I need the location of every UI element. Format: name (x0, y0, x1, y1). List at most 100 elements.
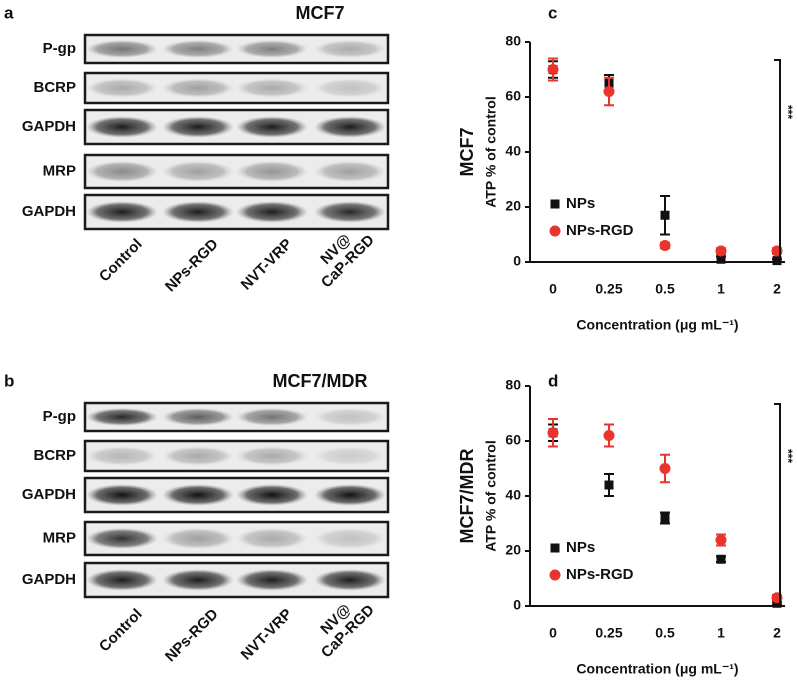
blot-row-label: MRP (43, 529, 76, 546)
blot-title: MCF7/MDR (273, 371, 368, 391)
blot-band (314, 201, 386, 223)
x-tick-label: 0.25 (595, 281, 622, 297)
blot-band (86, 116, 158, 138)
x-tick-label: 1 (717, 281, 725, 297)
x-tick-label: 2 (773, 625, 781, 641)
blot-band (314, 116, 386, 138)
y-tick-label: 20 (505, 542, 521, 558)
blot-band (236, 160, 308, 183)
legend-label: NPs-RGD (566, 566, 634, 583)
point (547, 64, 559, 75)
blot-band (236, 40, 308, 58)
blot-band (236, 569, 308, 591)
point (604, 480, 614, 490)
point (716, 554, 726, 564)
blot-row-label: GAPDH (22, 486, 76, 503)
significance-label: *** (781, 449, 795, 463)
blot-row-label: GAPDH (22, 203, 76, 220)
blot-band (236, 408, 308, 426)
blot-band (86, 527, 158, 550)
blot-row-label: BCRP (33, 79, 76, 96)
point (659, 463, 671, 474)
panel-label: b (4, 371, 14, 390)
blot-band (162, 484, 234, 506)
blot-band (236, 201, 308, 223)
blot-title: MCF7 (296, 3, 345, 23)
blot-band (314, 527, 386, 550)
blot-band (314, 408, 386, 426)
significance-bracket (774, 403, 781, 607)
x-tick-label: 0.25 (595, 625, 622, 641)
x-axis-label: Concentration (μg mL⁻¹) (576, 661, 738, 677)
y-tick-label: 20 (505, 198, 521, 214)
point (716, 254, 726, 264)
y-tick-label: 80 (505, 377, 521, 393)
y-tick-label: 60 (505, 88, 521, 104)
lane-label-text: Control (96, 606, 146, 656)
blot-band (162, 446, 234, 466)
y-tick-label: 0 (513, 253, 521, 269)
lane-label-text: NPs-RGD (162, 606, 222, 666)
blot-band (86, 201, 158, 223)
lane-label-text: NVT-VRP (238, 606, 296, 664)
point (603, 430, 615, 441)
legend-swatch (550, 199, 560, 209)
lane-label-text: NPs-RGD (162, 236, 222, 296)
y-tick-label: 60 (505, 432, 521, 448)
blot-band (314, 484, 386, 506)
blot-band (86, 446, 158, 466)
point (772, 256, 782, 266)
y-tick-label: 80 (505, 33, 521, 49)
legend-swatch (550, 543, 560, 553)
side-label: MCF7/MDR (457, 449, 477, 544)
lane-label: Control (96, 606, 146, 656)
blot-band (162, 569, 234, 591)
legend-label: NPs (566, 539, 595, 556)
blot-band (86, 569, 158, 591)
blot-band (162, 78, 234, 98)
panel-label: a (4, 3, 14, 22)
y-tick-label: 0 (513, 597, 521, 613)
blot-band (314, 40, 386, 58)
panel-label: c (548, 3, 557, 22)
blot-band (236, 78, 308, 98)
x-axis-label: Concentration (μg mL⁻¹) (576, 317, 738, 333)
blot-band (314, 78, 386, 98)
x-tick-label: 0 (549, 281, 557, 297)
blot-band (162, 116, 234, 138)
y-axis-label: ATP % of control (483, 440, 499, 551)
significance-bracket (774, 59, 781, 263)
lane-label: Control (96, 236, 146, 286)
blot-band (314, 160, 386, 183)
legend-swatch (549, 569, 561, 581)
lane-label: NPs-RGD (162, 236, 222, 296)
point (660, 210, 670, 220)
legend-label: NPs (566, 195, 595, 212)
point (715, 245, 727, 257)
blot-band (162, 408, 234, 426)
blot-band (162, 527, 234, 550)
panel-label: d (548, 371, 558, 390)
side-label: MCF7 (457, 128, 477, 177)
blot-band (162, 160, 234, 183)
y-axis-label: ATP % of control (483, 96, 499, 207)
point (660, 513, 670, 523)
x-tick-label: 0 (549, 625, 557, 641)
blot-band (314, 446, 386, 466)
blot-row-label: P-gp (43, 408, 76, 425)
blot-band (236, 116, 308, 138)
significance-label: *** (781, 105, 795, 119)
blot-band (162, 40, 234, 58)
point (659, 240, 671, 251)
blot-band (86, 484, 158, 506)
lane-label: NPs-RGD (162, 606, 222, 666)
point (715, 534, 727, 546)
lane-label: NVT-VRP (238, 236, 296, 294)
legend-label: NPs-RGD (566, 222, 634, 239)
blot-row-label: BCRP (33, 447, 76, 464)
blot-band (86, 160, 158, 183)
blot-row-label: GAPDH (22, 118, 76, 135)
point (603, 86, 615, 97)
